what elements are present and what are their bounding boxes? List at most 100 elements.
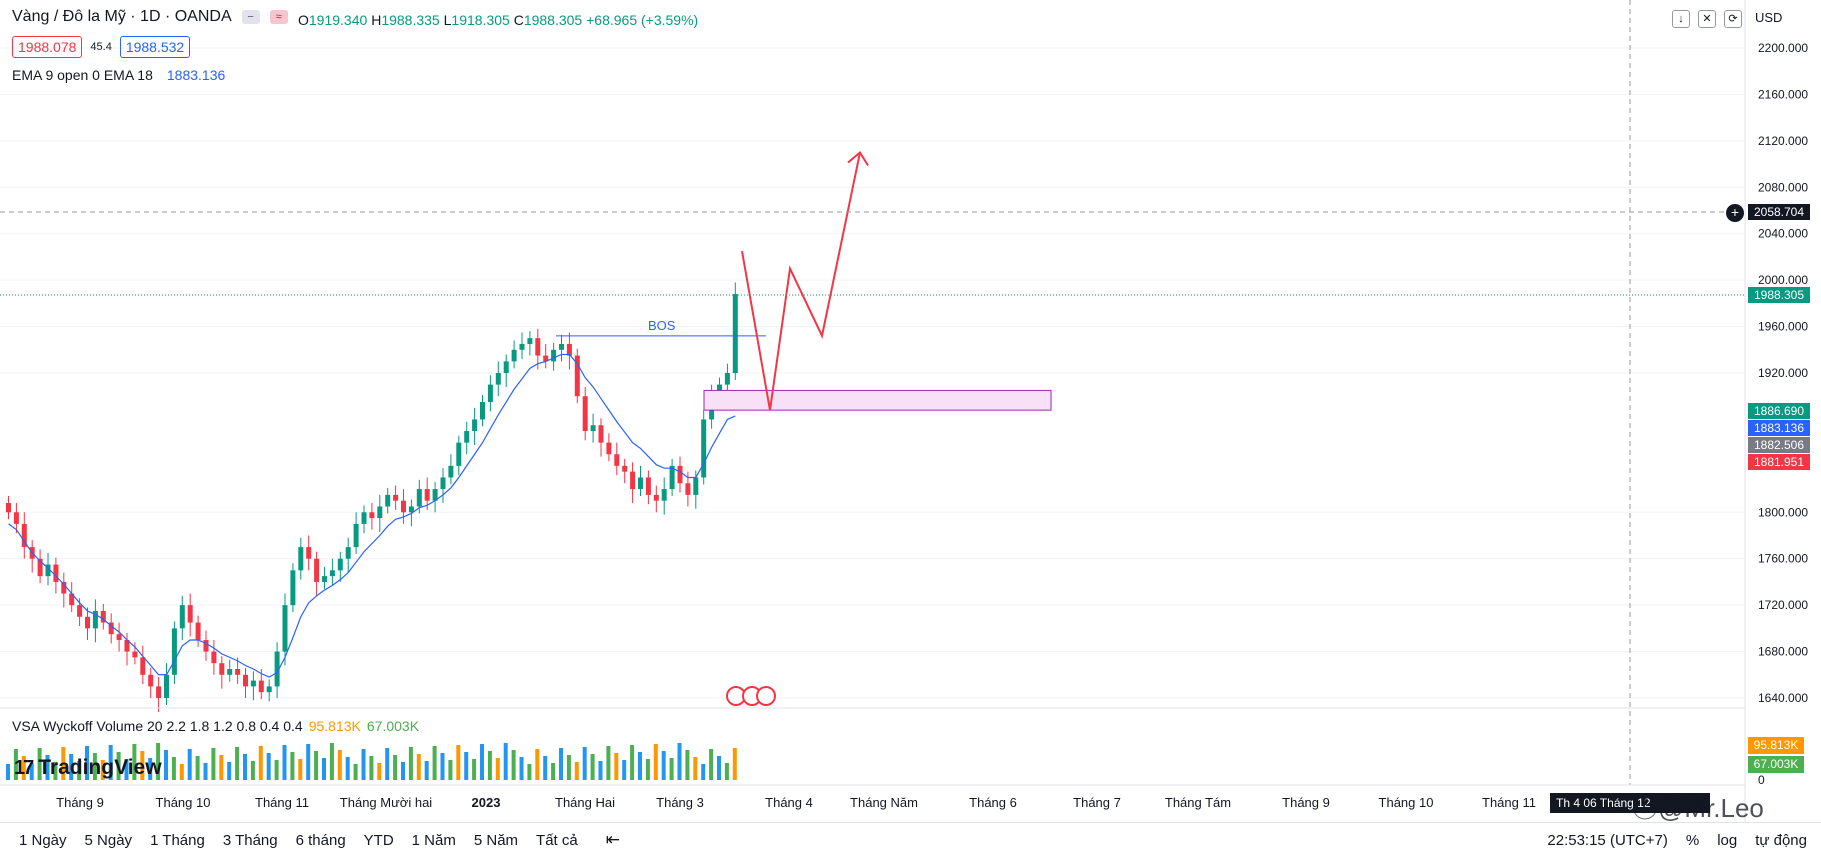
candle [314,558,320,582]
volume-bar [13,749,18,780]
buy-button[interactable]: 1988.532 [119,36,191,58]
hide-icon[interactable]: − [241,10,260,24]
candle [322,576,327,582]
grid [0,47,1745,699]
volume-bar [298,759,303,780]
range-button[interactable]: 1 Tháng [150,831,205,849]
change-value: +68.965 (+3.59%) [586,12,699,28]
candle [503,361,509,373]
candle [187,605,193,623]
volume-bar [401,762,405,780]
candle [21,523,27,548]
compare-toggle-icon[interactable]: ≈ [269,10,288,24]
range-button[interactable]: 1 Năm [411,831,456,849]
price-tag: 1988.305 [1748,287,1810,303]
time-tick: Tháng Mười hai [339,795,433,810]
plus-icon[interactable]: + [1726,204,1744,222]
candle [298,547,304,571]
collapse-icon[interactable]: ✕ [1698,10,1716,28]
volume-bar [77,761,82,780]
volume-bars [6,743,737,780]
range-button[interactable]: 6 tháng [295,831,346,849]
projection-arrow-head [847,150,869,166]
candle [669,465,675,490]
time-tick: Tháng Hai [555,795,615,810]
volume-bar [116,752,121,780]
volume-bar [235,747,240,780]
sell-button[interactable]: 1988.078 [12,36,83,58]
arrow-down-icon[interactable]: ↓ [1672,10,1690,28]
time-tick: Tháng 7 [1073,795,1121,810]
price-tick: 2200.000 [1758,41,1808,55]
volume-bar [69,754,74,780]
range-button[interactable]: 5 Năm [473,831,519,849]
volume-bar [156,743,161,780]
log-toggle[interactable]: log [1717,832,1738,849]
auto-toggle[interactable]: tự động [1755,832,1807,849]
candle [274,651,280,687]
candle [480,402,485,420]
candle [630,471,636,490]
volume-bar [179,764,184,780]
volume-bar [653,744,658,780]
currency-selector[interactable]: USD [1755,10,1783,25]
candle [377,506,383,519]
candle [464,431,470,443]
candle [140,657,146,675]
range-button[interactable]: Tất cả [536,831,578,849]
percent-toggle[interactable]: % [1685,832,1700,849]
candle [590,425,596,432]
range-button[interactable]: YTD [363,831,394,849]
range-button[interactable]: 5 Ngày [84,831,133,849]
ohlc-values: O1919.340 H1988.335 L1918.305 C1988.305 … [298,12,699,28]
time-tick: Tháng 10 [155,795,211,810]
tradingview-logo: 17 TradingView [14,756,162,779]
volume-bar [511,750,516,780]
volume-bar [100,760,105,780]
volume-bar [211,748,216,780]
candle [211,651,217,664]
volume-bar [361,749,366,780]
volume-bar [227,762,232,780]
candle [677,465,683,484]
range-button[interactable]: 3 Tháng [222,831,278,849]
candle [685,483,691,495]
volume-bar [322,758,326,780]
volume-bar [598,761,603,780]
volume-bar [416,754,421,780]
candle [472,419,478,432]
price-tick: 1960.000 [1758,320,1808,334]
volume-bar [495,758,500,780]
volume-bar [701,764,706,780]
date-range-icon[interactable]: ⇤ [605,830,620,849]
candle [408,506,414,513]
symbol-legend[interactable]: Vàng / Đô la Mỹ · 1D · OANDA − ≈ [12,8,288,26]
volume-bar [314,751,319,780]
volume-bar [527,764,532,780]
volume-bar [448,760,453,780]
ema-line [8,353,736,678]
range-button[interactable]: 1 Ngày [19,831,67,849]
candle [203,639,209,652]
volume-bar [393,755,398,780]
candle [45,564,51,577]
time-tick: Tháng 10 [1378,795,1434,810]
vsa-legend[interactable]: VSA Wyckoff Volume 20 2.2 1.8 1.2 0.8 0.… [12,718,420,734]
candle [598,425,604,443]
volume-bar [614,753,619,780]
candle [416,489,422,507]
bid-ask[interactable]: 1988.078 45.4 1988.532 [12,36,191,58]
candle [92,610,98,629]
candle [559,343,564,350]
price-tag: 1882.506 [1748,437,1810,453]
ema-legend[interactable]: EMA 9 open 0 EMA 18 1883.136 [12,67,226,83]
price-tick: 1680.000 [1758,645,1808,659]
chart-controls[interactable]: ↓ ✕ ⟳ [1672,10,1742,28]
symbol-title[interactable]: Vàng / Đô la Mỹ · 1D · OANDA [12,8,232,25]
fullscreen-icon[interactable]: ⟳ [1724,10,1742,28]
demand-zone [703,389,1052,411]
candle [638,477,643,490]
candle [116,634,122,640]
